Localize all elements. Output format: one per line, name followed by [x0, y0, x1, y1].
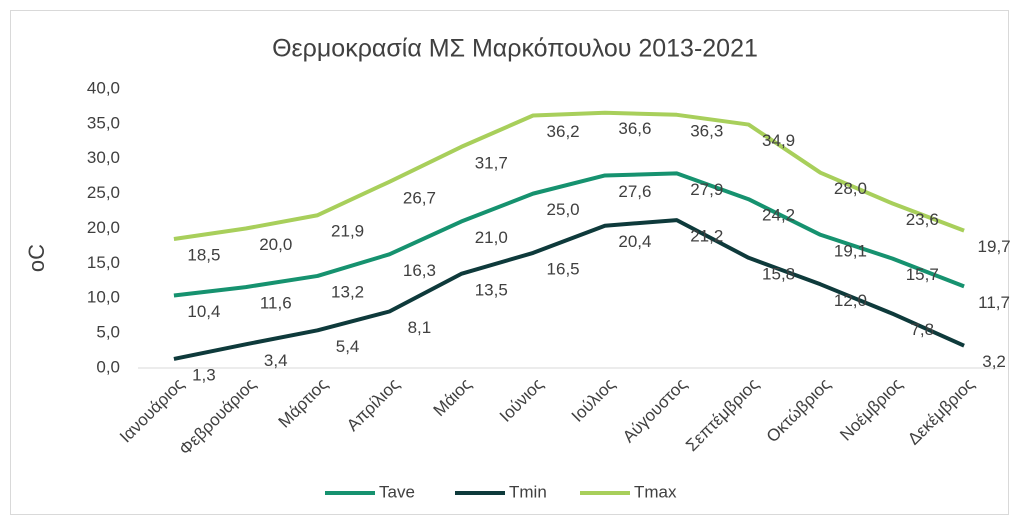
y-tick-label: 15,0: [87, 253, 120, 272]
data-label: 11,7: [978, 293, 1010, 312]
data-label: 5,4: [336, 337, 360, 356]
data-label: 34,9: [762, 131, 795, 150]
data-label: 12,0: [834, 291, 867, 310]
y-tick-label: 0,0: [96, 357, 120, 376]
legend-label: Tmax: [634, 482, 677, 501]
data-label: 21,9: [331, 222, 364, 241]
data-label: 16,3: [403, 261, 436, 280]
data-label: 19,1: [834, 241, 867, 260]
data-label: 11,6: [260, 294, 292, 313]
data-label: 28,0: [834, 179, 867, 198]
data-label: 18,5: [187, 245, 220, 264]
y-tick-label: 25,0: [87, 183, 120, 202]
data-label: 15,7: [906, 265, 939, 284]
data-label: 3,2: [982, 352, 1006, 371]
y-tick-label: 20,0: [87, 218, 120, 237]
series-line: [173, 171, 965, 298]
chart-title: Θερμοκρασία ΜΣ Μαρκόπουλου 2013-2021: [272, 35, 758, 63]
data-label: 24,2: [762, 206, 795, 225]
legend-label: Tave: [379, 482, 415, 501]
series-line: [173, 218, 965, 361]
data-label: 23,6: [906, 210, 939, 229]
data-label: 1,3: [192, 365, 216, 384]
data-label: 36,2: [547, 122, 580, 141]
data-label: 8,1: [408, 318, 432, 337]
data-label: 15,8: [762, 264, 795, 283]
data-label: 26,7: [403, 188, 436, 207]
data-label: 3,4: [264, 351, 288, 370]
data-label: 21,2: [690, 227, 723, 246]
data-label: 13,5: [475, 280, 508, 299]
data-label: 25,0: [547, 200, 580, 219]
data-label: 36,6: [618, 119, 651, 138]
data-label: 13,2: [331, 282, 364, 301]
data-label: 21,0: [475, 228, 508, 247]
data-label: 7,8: [910, 320, 934, 339]
data-label: 20,4: [618, 232, 651, 251]
data-label: 27,9: [690, 180, 723, 199]
y-tick-label: 40,0: [87, 78, 120, 97]
legend-label: Tmin: [509, 482, 547, 501]
data-label: 19,7: [978, 237, 1011, 256]
data-label: 27,6: [618, 182, 651, 201]
data-label: 36,3: [690, 121, 723, 140]
series-line: [173, 110, 965, 241]
chart-border: [10, 10, 1009, 515]
y-tick-label: 10,0: [87, 288, 120, 307]
data-label: 10,4: [187, 302, 220, 321]
data-label: 16,5: [547, 259, 580, 278]
y-axis-title: oC: [24, 244, 49, 272]
data-label: 20,0: [259, 235, 292, 254]
data-label: 31,7: [475, 153, 508, 172]
y-tick-label: 30,0: [87, 148, 120, 167]
y-tick-label: 35,0: [87, 113, 120, 132]
y-tick-label: 5,0: [96, 323, 120, 342]
